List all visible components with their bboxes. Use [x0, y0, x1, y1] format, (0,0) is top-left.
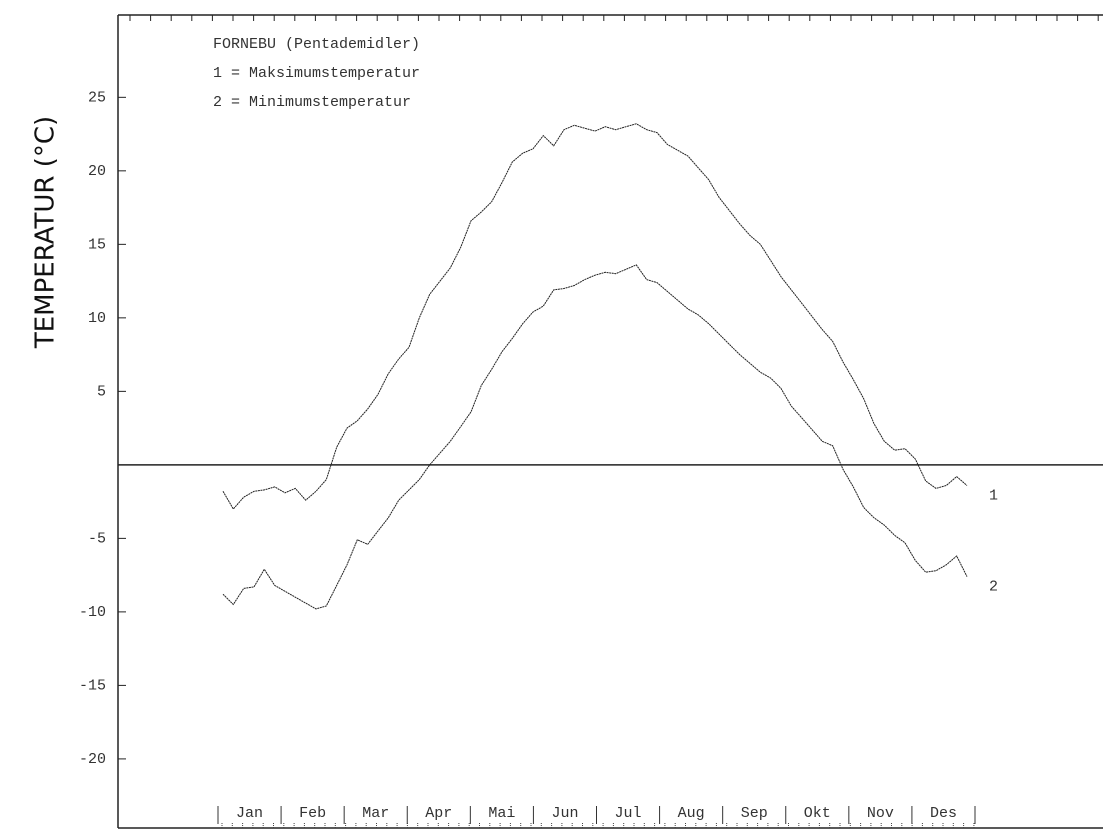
x-tick-label: Mai — [488, 805, 515, 822]
y-tick-label: -15 — [79, 677, 106, 694]
x-tick-label: Jul — [615, 805, 642, 822]
x-tick-label: Mar — [362, 805, 389, 822]
legend-entry: 2 = Minimumstemperatur — [213, 94, 411, 111]
y-axis-label: TEMPERATUR (°C) — [31, 116, 61, 349]
y-tick-label: 5 — [97, 383, 106, 400]
x-tick-label: Nov — [867, 805, 894, 822]
y-tick-label: 15 — [88, 236, 106, 253]
x-tick-label: Aug — [678, 805, 705, 822]
y-tick-label: 20 — [88, 163, 106, 180]
series-end-label: 1 — [989, 487, 998, 504]
x-tick-label: Okt — [804, 805, 831, 822]
series-line — [222, 264, 968, 610]
x-tick-label: Jan — [236, 805, 263, 822]
x-tick-label: Apr — [425, 805, 452, 822]
y-tick-label: 10 — [88, 310, 106, 327]
y-tick-label: 25 — [88, 89, 106, 106]
legend-entry: 1 = Maksimumstemperatur — [213, 65, 420, 82]
y-tick-label: -5 — [88, 530, 106, 547]
x-tick-label: Feb — [299, 805, 326, 822]
series-end-label: 2 — [989, 579, 998, 596]
x-tick-label: Sep — [741, 805, 768, 822]
y-tick-label: -20 — [79, 751, 106, 768]
series-line — [222, 123, 968, 510]
x-tick-label: Des — [930, 805, 957, 822]
y-tick-label: -10 — [79, 604, 106, 621]
chart-title: FORNEBU (Pentademidler) — [213, 36, 420, 53]
x-tick-label: Jun — [551, 805, 578, 822]
